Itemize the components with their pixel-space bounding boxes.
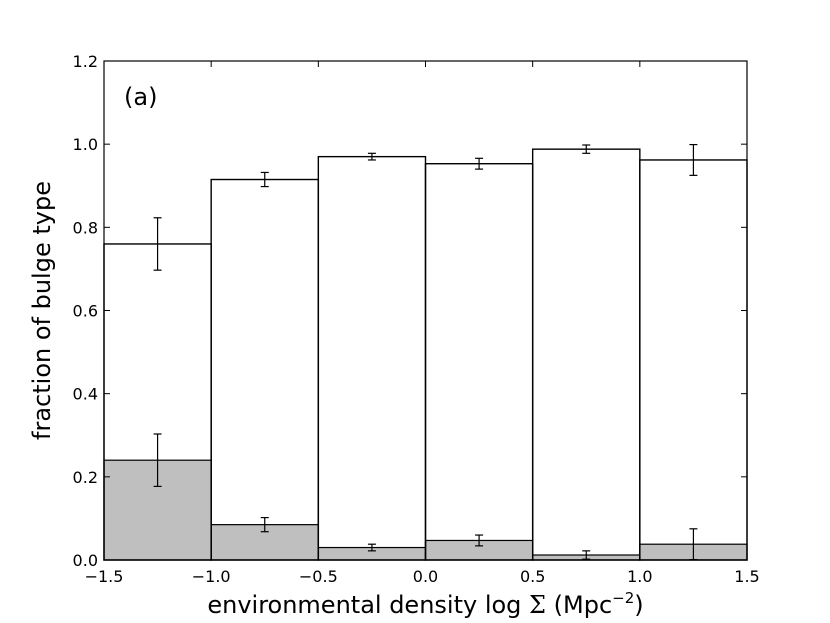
y-tick-label: 0.6 bbox=[73, 302, 98, 321]
y-tick-label: 1.0 bbox=[73, 135, 98, 154]
x-tick-label: 0.0 bbox=[413, 567, 438, 586]
x-axis-title-prefix: environmental density log bbox=[207, 591, 529, 619]
panel-label: (a) bbox=[124, 83, 157, 111]
y-axis-title: fraction of bulge type bbox=[28, 181, 56, 440]
y-tick-label: 1.2 bbox=[73, 52, 98, 71]
y-tick-label: 0.8 bbox=[73, 218, 98, 237]
x-tick-label: 1.5 bbox=[734, 567, 759, 586]
x-tick-label: 1.0 bbox=[627, 567, 652, 586]
x-tick-label: 0.5 bbox=[520, 567, 545, 586]
x-tick-label: −1.0 bbox=[192, 567, 231, 586]
x-axis-title-unit: (Mpc bbox=[546, 591, 612, 619]
x-axis-title-suffix: ) bbox=[634, 591, 643, 619]
error-bars bbox=[153, 143, 698, 561]
x-tick-label: −0.5 bbox=[299, 567, 338, 586]
y-tick-label: 0.4 bbox=[73, 385, 98, 404]
x-axis-title-symbol: Σ bbox=[529, 591, 546, 619]
x-axis-title: environmental density log Σ (Mpc−2) bbox=[207, 589, 643, 619]
axis-ticks: −1.5 −1.0 −0.5 0.0 0.5 1.0 1.5 0.0 0.2 0.4 0.6 0.8 1… bbox=[73, 52, 760, 586]
y-tick-label: 0.2 bbox=[73, 468, 98, 487]
x-axis-title-exponent: −2 bbox=[612, 589, 634, 607]
y-tick-label: 0.0 bbox=[73, 551, 98, 570]
x-tick-label: −1.5 bbox=[85, 567, 124, 586]
